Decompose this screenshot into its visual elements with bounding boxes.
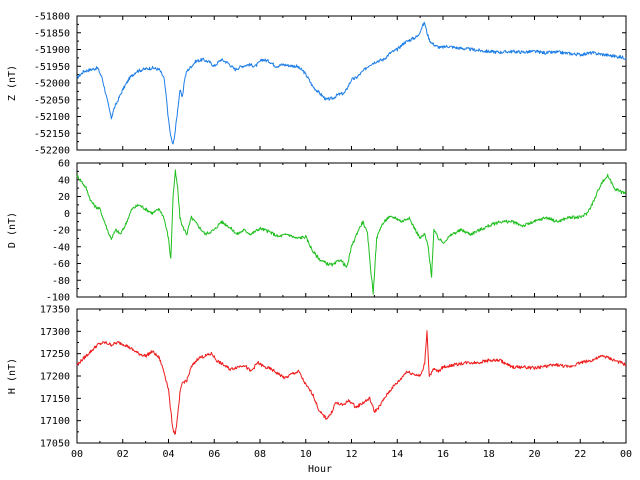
x-tick-label: 08 xyxy=(254,449,266,460)
x-tick-label: 00 xyxy=(71,449,83,460)
y-tick-label-z: -52100 xyxy=(34,112,70,123)
y-axis-label-d: D (nT) xyxy=(7,212,18,248)
y-tick-label-z: -51850 xyxy=(34,28,70,39)
x-tick-label: 18 xyxy=(483,449,495,460)
x-tick-label: 22 xyxy=(574,449,586,460)
y-tick-label-d: -60 xyxy=(52,259,70,270)
y-tick-label-d: 60 xyxy=(58,159,70,170)
y-tick-label-z: -52200 xyxy=(34,146,70,157)
x-tick-label: 12 xyxy=(345,449,357,460)
x-tick-label: 04 xyxy=(162,449,174,460)
y-tick-label-h: 17350 xyxy=(40,305,70,316)
y-tick-label-z: -52050 xyxy=(34,95,70,106)
x-tick-label: 02 xyxy=(117,449,129,460)
y-tick-label-h: 17250 xyxy=(40,349,70,360)
x-axis-label: Hour xyxy=(308,464,332,475)
y-axis-label-h: H (nT) xyxy=(7,358,18,394)
y-tick-label-z: -51950 xyxy=(34,62,70,73)
y-tick-label-d: 0 xyxy=(64,209,70,220)
x-tick-label: 20 xyxy=(528,449,540,460)
series-line-z xyxy=(76,21,627,145)
panel-z: -51800 -51850 -51900 -51950 -52000 -52050 -521… xyxy=(7,12,627,157)
panel-d: 60 40 20 0 -20 -40 -60 -80 -100 D (nT) xyxy=(7,159,627,304)
plot-frame-d xyxy=(76,162,627,298)
y-tick-label-d: -40 xyxy=(52,242,70,253)
y-tick-label-z: -51900 xyxy=(34,45,70,56)
y-axis-label-z: Z (nT) xyxy=(7,65,18,101)
y-tick-label-h: 17050 xyxy=(40,439,70,450)
y-tick-label-d: -100 xyxy=(46,293,70,304)
y-tick-label-h: 17150 xyxy=(40,394,70,405)
panel-h: 17350 17300 17250 17200 17150 17100 17050 H (nT… xyxy=(7,305,632,461)
y-tick-label-d: 40 xyxy=(58,175,70,186)
y-tick-label-z: -52150 xyxy=(34,129,70,140)
x-tick-label: 00 xyxy=(620,449,632,460)
series-line-h xyxy=(76,330,627,435)
x-tick-label: 16 xyxy=(437,449,449,460)
series-line-d xyxy=(76,169,627,295)
x-tick-label: 10 xyxy=(300,449,312,460)
y-tick-label-d: -80 xyxy=(52,276,70,287)
y-tick-label-z: -51800 xyxy=(34,12,70,23)
plot-frame-z xyxy=(76,15,627,151)
plot-frame-h xyxy=(76,308,627,444)
y-tick-label-h: 17200 xyxy=(40,372,70,383)
y-tick-label-h: 17100 xyxy=(40,416,70,427)
y-tick-label-d: 20 xyxy=(58,192,70,203)
x-tick-label: 06 xyxy=(208,449,220,460)
y-tick-label-z: -52000 xyxy=(34,79,70,90)
y-tick-label-h: 17300 xyxy=(40,327,70,338)
y-tick-label-d: -20 xyxy=(52,226,70,237)
x-tick-label: 14 xyxy=(391,449,403,460)
